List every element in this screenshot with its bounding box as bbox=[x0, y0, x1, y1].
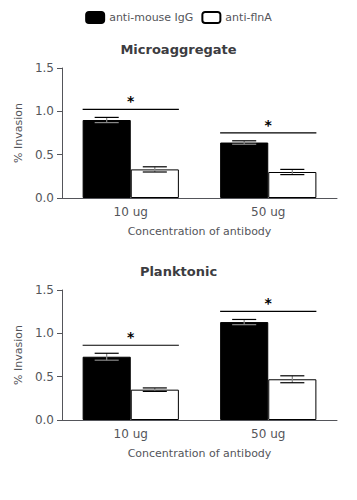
svg-text:*: * bbox=[265, 295, 273, 311]
svg-text:Planktonic: Planktonic bbox=[140, 264, 217, 279]
svg-text:10 ug: 10 ug bbox=[114, 205, 148, 219]
svg-text:% Invasion: % Invasion bbox=[12, 103, 25, 163]
svg-text:1.5: 1.5 bbox=[35, 61, 54, 75]
svg-text:anti-mouse IgG: anti-mouse IgG bbox=[109, 11, 193, 24]
svg-text:1.5: 1.5 bbox=[35, 283, 54, 297]
svg-text:*: * bbox=[127, 93, 135, 109]
svg-text:Concentration of antibody: Concentration of antibody bbox=[128, 447, 272, 460]
svg-text:1.0: 1.0 bbox=[35, 104, 54, 118]
svg-text:50 ug: 50 ug bbox=[251, 427, 285, 441]
svg-text:Concentration of antibody: Concentration of antibody bbox=[128, 225, 272, 238]
svg-text:50 ug: 50 ug bbox=[251, 205, 285, 219]
svg-text:Microaggregate: Microaggregate bbox=[120, 42, 236, 57]
svg-text:anti-flnA: anti-flnA bbox=[225, 11, 272, 24]
svg-text:*: * bbox=[265, 117, 273, 133]
svg-text:0.5: 0.5 bbox=[35, 148, 54, 162]
svg-text:% Invasion: % Invasion bbox=[12, 325, 25, 385]
svg-text:*: * bbox=[127, 329, 135, 345]
svg-text:0.0: 0.0 bbox=[35, 191, 54, 205]
svg-text:1.0: 1.0 bbox=[35, 326, 54, 340]
svg-text:10 ug: 10 ug bbox=[114, 427, 148, 441]
svg-text:0.5: 0.5 bbox=[35, 370, 54, 384]
svg-text:0.0: 0.0 bbox=[35, 413, 54, 427]
